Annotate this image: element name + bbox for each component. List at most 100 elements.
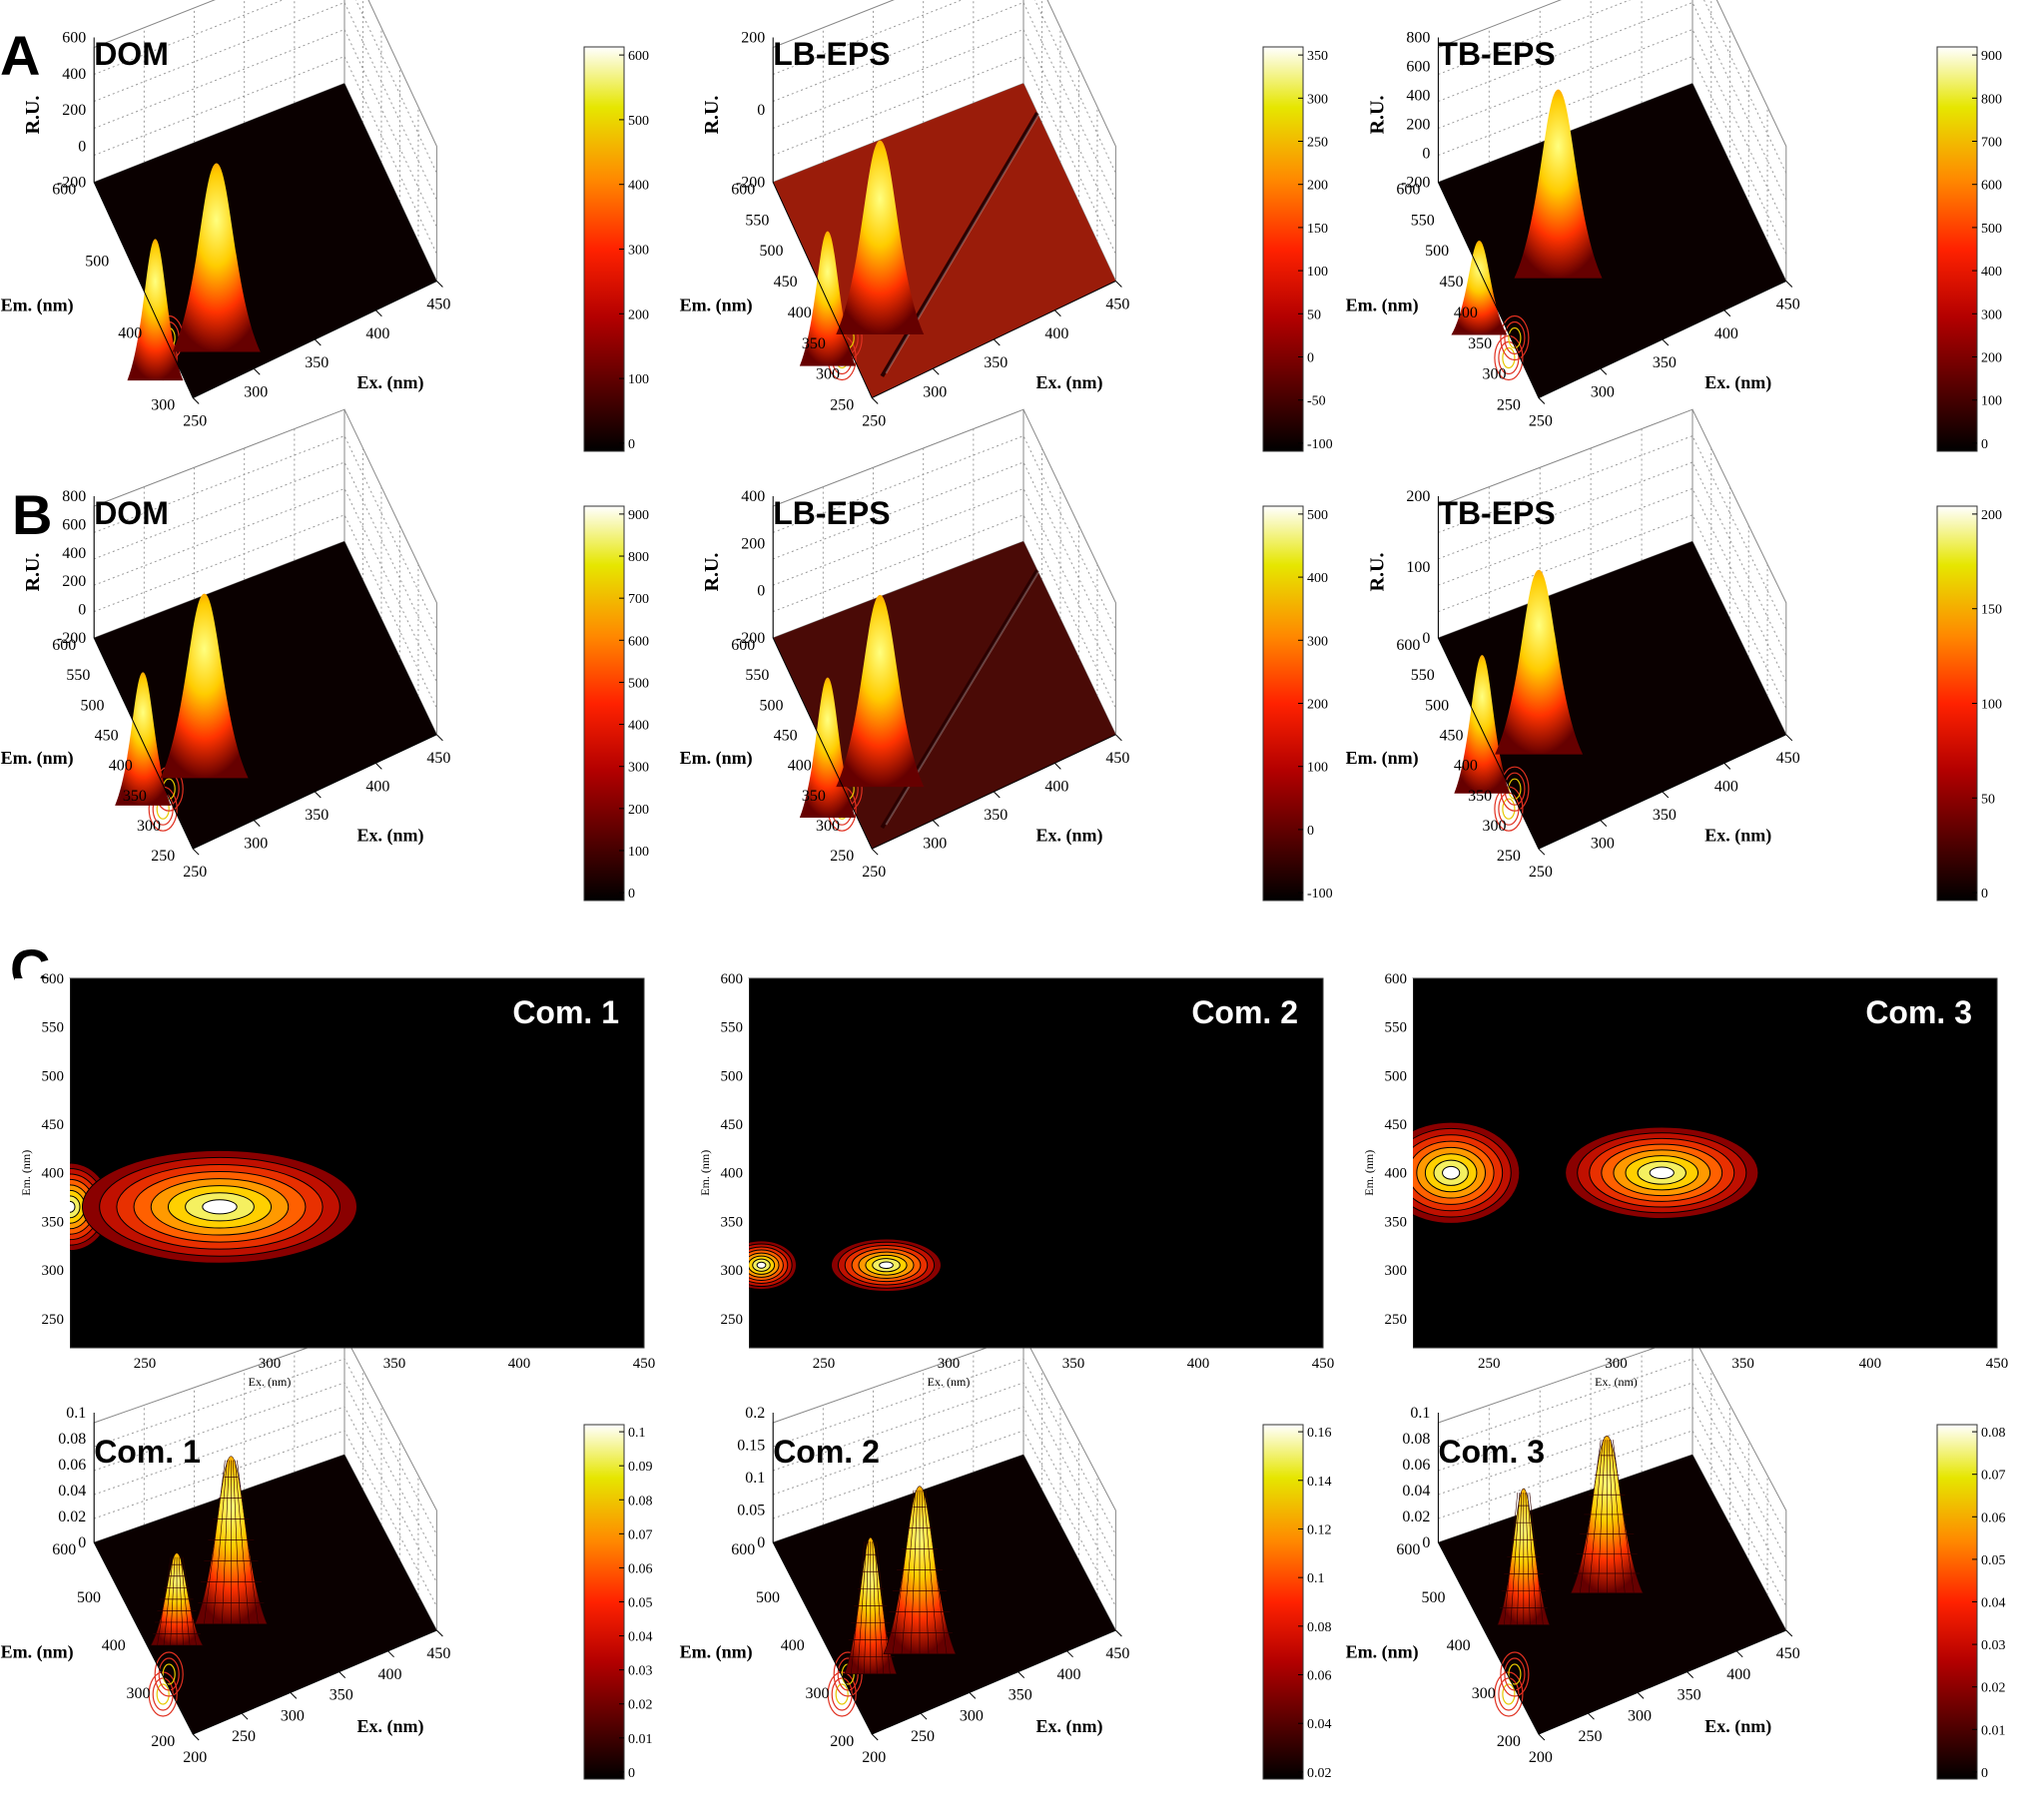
contour-ring [202, 1199, 238, 1215]
surface-floor [1438, 83, 1786, 398]
x-tick-label: 350 [305, 807, 329, 824]
colorbar-tick-label: 200 [1307, 698, 1328, 713]
surface-plot: 250 300 350 400 450 Ex. (nm) 250 300 350 400 450 50… [680, 408, 1333, 902]
x-tick-label: 250 [1578, 1728, 1602, 1745]
colorbar [1262, 1424, 1304, 1780]
colorbar [583, 46, 625, 452]
y-tick-label: 400 [1385, 1166, 1408, 1182]
z-tick-label: 0.06 [58, 1457, 86, 1474]
panel-title: DOM [94, 495, 169, 531]
mesh-line [182, 1556, 197, 1646]
colorbar-tick-label: 0.14 [1307, 1475, 1332, 1490]
surface-plot: 200 250 300 350 400 450 Ex. (nm) 200 300 400 500 60… [1, 1334, 653, 1781]
z-tick-label: 0.1 [1410, 1405, 1430, 1422]
z-tick-label: 200 [741, 30, 765, 47]
mesh-line [1608, 1440, 1617, 1593]
y-tick-label: 300 [126, 1685, 150, 1702]
floor-contour [835, 1683, 849, 1705]
x-tick-label: 350 [330, 1687, 353, 1704]
z-tick-label: 0.15 [737, 1438, 765, 1455]
x-tick [1115, 734, 1122, 742]
colorbar-tick-label: 500 [1307, 508, 1328, 523]
floor-contour [156, 1683, 170, 1705]
floor-contour [162, 1663, 176, 1685]
colorbar-tick-label: 350 [1307, 49, 1328, 64]
z-tick-label: 0.05 [737, 1503, 765, 1519]
mesh-line [180, 1556, 191, 1646]
y-tick-label: 200 [830, 1733, 854, 1750]
x-tick [192, 848, 200, 856]
y-tick-label: 350 [1385, 1214, 1408, 1230]
surface-peak [836, 140, 925, 335]
surface-peak [1495, 569, 1584, 755]
surface-peak [1451, 241, 1508, 335]
z-tick-label: 400 [1406, 88, 1430, 105]
z-tick-label: 0.1 [745, 1470, 765, 1487]
x-tick-label: 300 [244, 383, 268, 400]
x-tick [374, 309, 382, 317]
x-tick-label: 450 [1986, 1356, 2009, 1372]
surface-peak [1514, 89, 1603, 279]
grid-line [1438, 487, 1787, 683]
y-tick-label: 250 [830, 848, 854, 865]
y-tick-label: 300 [42, 1263, 65, 1279]
y-tick-label: 450 [42, 1117, 65, 1133]
x-axis-label: Ex. (nm) [1036, 372, 1103, 393]
y-tick-label: 350 [42, 1214, 65, 1230]
mesh-line [892, 1490, 915, 1654]
z-tick-label: 600 [62, 516, 86, 533]
surface-peak [836, 594, 925, 788]
y-axis [1437, 1541, 1540, 1735]
y-tick-label: 550 [1385, 1020, 1408, 1036]
grid-line [94, 487, 437, 683]
colorbar-tick-label: 600 [628, 634, 649, 649]
z-tick-label: 0.2 [745, 1405, 765, 1422]
mesh-line [864, 1541, 870, 1674]
x-tick-label: 300 [1591, 383, 1615, 400]
mesh-line [163, 1556, 174, 1646]
colorbar-tick-label: -50 [1307, 394, 1326, 409]
colorbar-tick-label: 50 [1307, 307, 1321, 322]
y-tick-label: 500 [1422, 1589, 1446, 1606]
surface-plot: 250 300 350 400 450 Ex. (nm) 250 300 350 400 450 50… [680, 0, 1333, 452]
y-tick-label: 300 [816, 366, 840, 383]
colorbar-tick-label: 200 [1981, 351, 2002, 366]
x-tick [871, 848, 879, 856]
colorbar-tick-label: 150 [1307, 222, 1328, 237]
x-tick-label: 350 [1062, 1356, 1085, 1372]
colorbar-tick-label: -100 [1307, 437, 1333, 452]
x-tick-label: 350 [1653, 354, 1677, 371]
x-axis [871, 281, 1116, 398]
x-tick-label: 300 [938, 1356, 961, 1372]
x-tick-label: 350 [383, 1356, 406, 1372]
colorbar-tick-label: 100 [1981, 698, 2002, 713]
y-tick-label: 600 [1396, 1541, 1420, 1558]
surface-peak [160, 593, 249, 779]
mask [1358, 978, 1413, 1350]
x-tick-label: 400 [1044, 778, 1068, 795]
y-tick-label: 500 [85, 254, 109, 271]
z-tick-label: 800 [62, 488, 86, 505]
grid-line [94, 1, 437, 201]
x-axis [1538, 734, 1787, 850]
z-axis-label: R.U. [1366, 553, 1388, 592]
y-tick-label: 550 [66, 667, 90, 684]
colorbar-tick-label: 400 [628, 719, 649, 734]
z-tick-label: 0.04 [58, 1483, 86, 1500]
x-tick-label: 400 [365, 778, 389, 795]
x-tick-label: 450 [1776, 750, 1800, 767]
x-tick-label: 250 [183, 864, 207, 881]
colorbar-tick-label: 700 [628, 592, 649, 607]
y-tick-label: 450 [774, 728, 798, 745]
colorbar-tick-label: 0.09 [628, 1460, 653, 1475]
x-tick [1600, 820, 1608, 827]
x-tick-label: 250 [813, 1356, 836, 1372]
contour-area [748, 977, 1324, 1349]
surface-plot: 200 250 300 350 400 450 Ex. (nm) 200 300 400 500 60… [680, 1334, 1332, 1781]
x-tick-label: 400 [1726, 1666, 1750, 1683]
row-label-B: B [12, 483, 52, 546]
colorbar-tick-label: 300 [1981, 307, 2002, 322]
y-tick-label: 300 [1483, 366, 1507, 383]
y-tick-label: 400 [721, 1166, 744, 1182]
x-tick [253, 367, 261, 375]
